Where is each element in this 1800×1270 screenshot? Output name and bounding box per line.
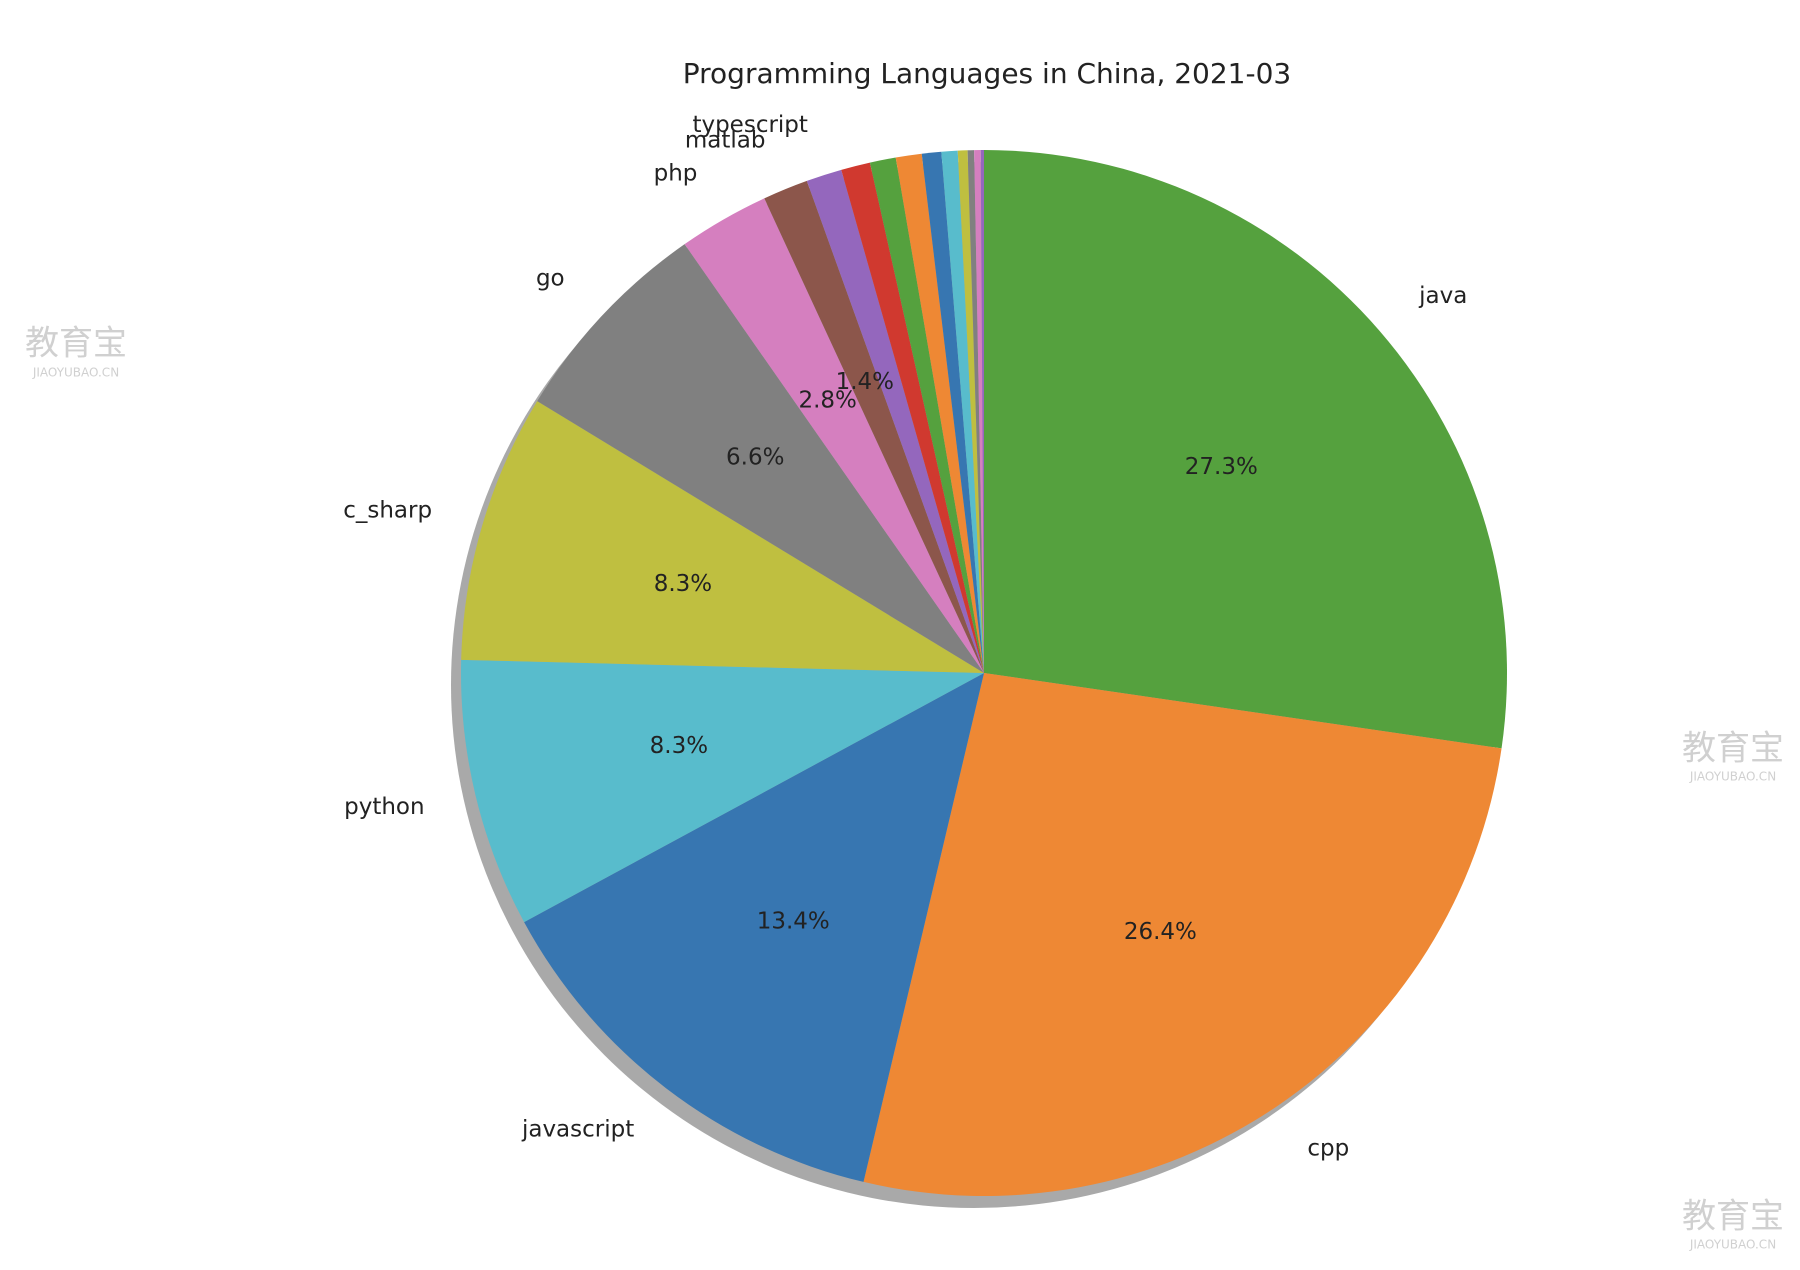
pie-slice bbox=[869, 157, 984, 673]
value-label: 27.3% bbox=[1185, 454, 1258, 480]
watermark: 教育宝 JIAOYUBAO.CN bbox=[1682, 1197, 1784, 1252]
pie-slice bbox=[974, 150, 984, 674]
pie-slice bbox=[524, 673, 984, 1182]
pie-slice bbox=[980, 150, 984, 673]
slice-label: go bbox=[536, 266, 565, 292]
slice-label: java bbox=[1418, 283, 1467, 309]
pie-slice bbox=[841, 162, 984, 674]
watermark-text: 教育宝 bbox=[1682, 1197, 1784, 1237]
watermark-sub: JIAOYUBAO.CN bbox=[32, 366, 119, 380]
pie-slice bbox=[461, 659, 984, 923]
pie-slice bbox=[895, 153, 984, 673]
pie-slice bbox=[984, 150, 1507, 749]
value-label: 8.3% bbox=[650, 733, 708, 759]
watermark: 教育宝 JIAOYUBAO.CN bbox=[25, 324, 127, 380]
pie-slice bbox=[941, 150, 984, 673]
pie-slice bbox=[461, 401, 984, 673]
pie-slice bbox=[537, 244, 984, 674]
watermark-text: 教育宝 bbox=[1682, 729, 1784, 769]
pie-slice bbox=[764, 180, 984, 673]
value-label: 13.4% bbox=[757, 909, 830, 935]
value-label: 2.8% bbox=[798, 387, 856, 413]
chart-title: Programming Languages in China, 2021-03 bbox=[683, 57, 1291, 90]
watermark: 教育宝 JIAOYUBAO.CN bbox=[1682, 729, 1784, 784]
pie-slice bbox=[957, 150, 984, 674]
slice-label: matlab bbox=[685, 127, 766, 153]
watermark-sub: JIAOYUBAO.CN bbox=[1689, 770, 1776, 784]
watermark-sub: JIAOYUBAO.CN bbox=[1689, 1238, 1776, 1252]
value-label: 1.4% bbox=[836, 369, 894, 395]
value-label: 8.3% bbox=[654, 571, 712, 597]
slice-label: php bbox=[654, 161, 698, 187]
watermark-text: 教育宝 bbox=[25, 324, 127, 364]
slice-label: python bbox=[344, 794, 424, 820]
pie-slice bbox=[684, 198, 984, 673]
slice-label: c_sharp bbox=[343, 497, 432, 523]
pie-slice bbox=[806, 169, 984, 673]
value-label: 6.6% bbox=[726, 445, 784, 471]
slice-label: typescript bbox=[692, 112, 807, 138]
pie-slice bbox=[863, 673, 1502, 1196]
value-label: 26.4% bbox=[1124, 919, 1197, 945]
slice-label: cpp bbox=[1307, 1135, 1349, 1161]
slice-label: javascript bbox=[521, 1116, 634, 1142]
pie-slice bbox=[921, 151, 984, 673]
pie-slice bbox=[967, 150, 984, 674]
